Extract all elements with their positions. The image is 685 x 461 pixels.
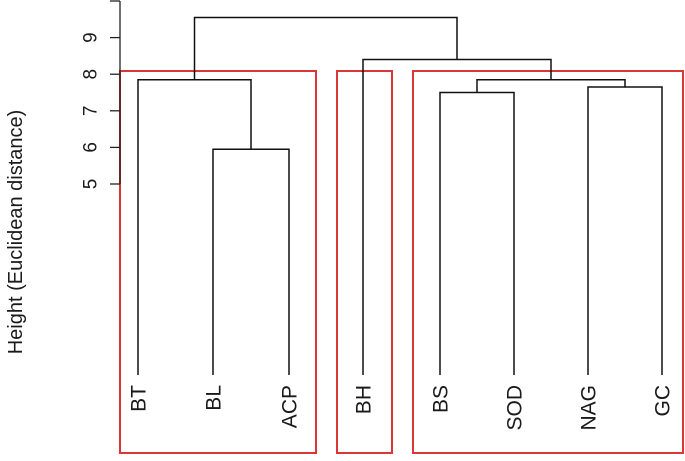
leaf-label-nag: NAG xyxy=(578,385,601,431)
y-axis: 5 6 7 8 9 xyxy=(81,0,121,190)
y-tick-label: 8 xyxy=(81,69,102,80)
cluster-boxes xyxy=(119,70,684,454)
leaf-label-gc: GC xyxy=(652,385,675,417)
leaf-label-bs: BS xyxy=(430,385,453,413)
y-tick-label: 5 xyxy=(81,179,102,190)
leaf-labels: BT BL ACP BH BS SOD NAG GC xyxy=(128,385,675,431)
leaf-label-bh: BH xyxy=(353,385,376,414)
y-tick-label: 7 xyxy=(81,106,102,117)
dendrogram-branch xyxy=(137,78,252,375)
dendrogram-branch xyxy=(587,86,663,375)
leaf-label-sod: SOD xyxy=(504,385,527,431)
leaf-label-bl: BL xyxy=(203,385,226,411)
dendrogram-branch xyxy=(476,78,626,93)
leaf-label-bt: BT xyxy=(128,385,151,412)
cluster-box-3 xyxy=(412,70,684,454)
dendrogram-branch xyxy=(439,91,515,375)
y-tick-label: 9 xyxy=(81,32,102,43)
leaf-label-acp: ACP xyxy=(279,385,302,428)
dendrogram-branches xyxy=(137,16,663,375)
dendrogram-branch xyxy=(193,16,458,80)
y-axis-title: Height (Euclidean distance) xyxy=(5,110,27,355)
y-tick-label: 6 xyxy=(81,142,102,153)
dendrogram-branch xyxy=(212,148,290,375)
cluster-box-1 xyxy=(119,70,317,454)
cluster-box-2 xyxy=(336,70,393,454)
